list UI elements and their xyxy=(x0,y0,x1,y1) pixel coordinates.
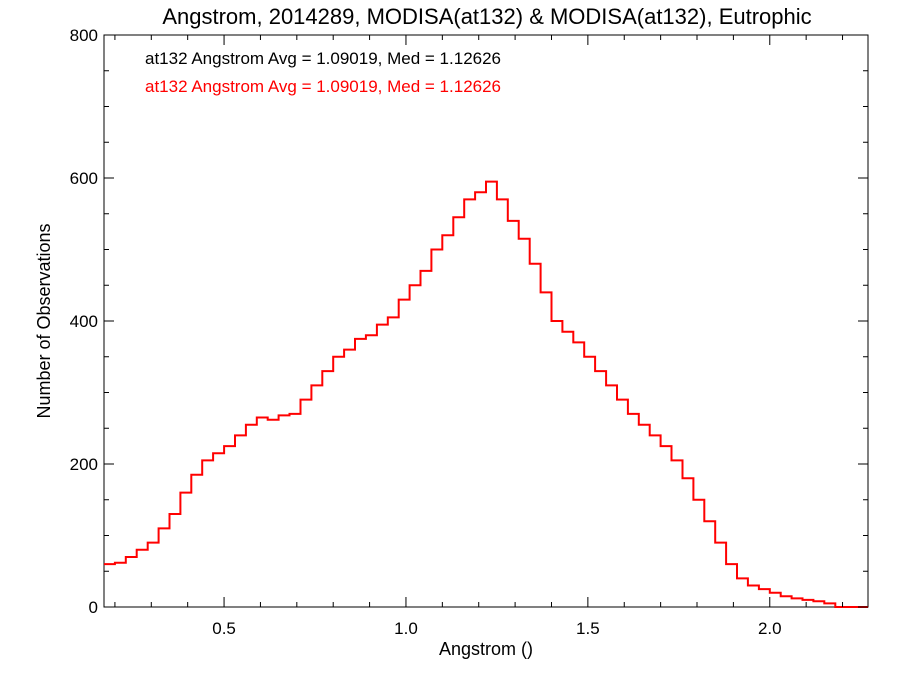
x-tick-label: 1.0 xyxy=(394,619,418,638)
y-tick-label: 400 xyxy=(70,312,98,331)
y-tick-label: 0 xyxy=(89,598,98,617)
y-tick-label: 200 xyxy=(70,455,98,474)
series-line xyxy=(104,180,868,608)
y-tick-label: 800 xyxy=(70,26,98,45)
y-tick-label: 600 xyxy=(70,169,98,188)
plot-frame xyxy=(103,34,869,608)
chart-title: Angstrom, 2014289, MODISA(at132) & MODIS… xyxy=(162,4,811,29)
plot-area: 0.5 1.0 1.5 2.0 0 200 400 600 800 xyxy=(70,26,869,638)
stats-annotation-black: at132 Angstrom Avg = 1.09019, Med = 1.12… xyxy=(145,49,501,68)
x-axis-ticks: 0.5 1.0 1.5 2.0 xyxy=(114,35,844,638)
x-tick-label: 0.5 xyxy=(212,619,236,638)
x-axis-label: Angstrom () xyxy=(439,639,533,659)
x-tick-label: 2.0 xyxy=(758,619,782,638)
stats-annotation-red: at132 Angstrom Avg = 1.09019, Med = 1.12… xyxy=(145,77,501,96)
x-tick-label: 1.5 xyxy=(576,619,600,638)
y-axis-ticks: 0 200 400 600 800 xyxy=(70,26,868,617)
y-axis-label: Number of Observations xyxy=(34,223,54,418)
